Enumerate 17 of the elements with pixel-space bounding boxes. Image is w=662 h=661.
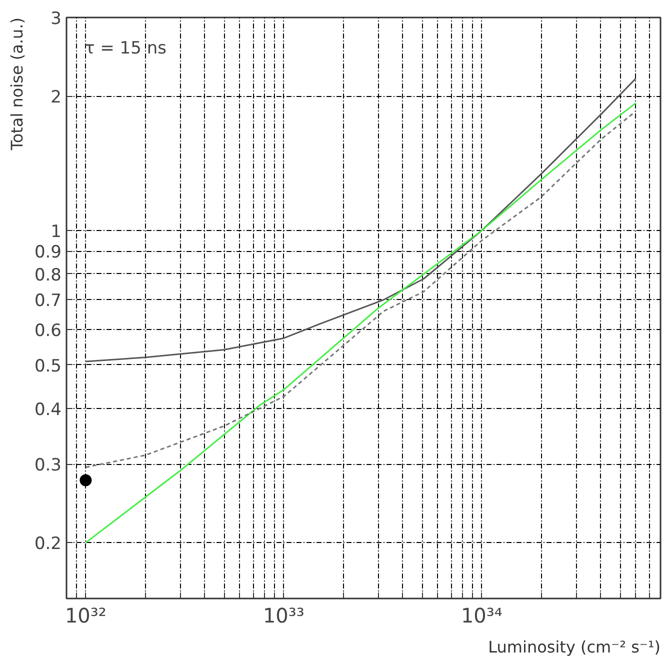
y-tick-label: 0.8 [34, 265, 62, 286]
x-axis-title: Luminosity (cm⁻² s⁻¹) [488, 638, 661, 656]
annotation: τ = 15 ns [84, 38, 167, 58]
y-tick-label: 1 [50, 222, 62, 242]
y-tick-label: 0.6 [34, 321, 62, 342]
y-tick-label: 0.3 [34, 456, 62, 476]
y-tick-label: 0.7 [34, 291, 62, 312]
y-tick-label: 0.4 [34, 400, 62, 420]
y-tick-label: 0.2 [34, 534, 62, 554]
x-tick-label: 10³⁴ [460, 604, 502, 628]
y-tick-label: 0.9 [34, 242, 62, 262]
x-tick-label: 10³² [64, 604, 106, 628]
y-tick-label: 2 [50, 88, 62, 108]
x-tick-label: 10³³ [262, 604, 304, 628]
y-axis-title: Total noise (a.u.) [8, 17, 26, 152]
y-tick-label: 3 [50, 9, 62, 29]
y-tick-label: 0.5 [34, 356, 62, 376]
